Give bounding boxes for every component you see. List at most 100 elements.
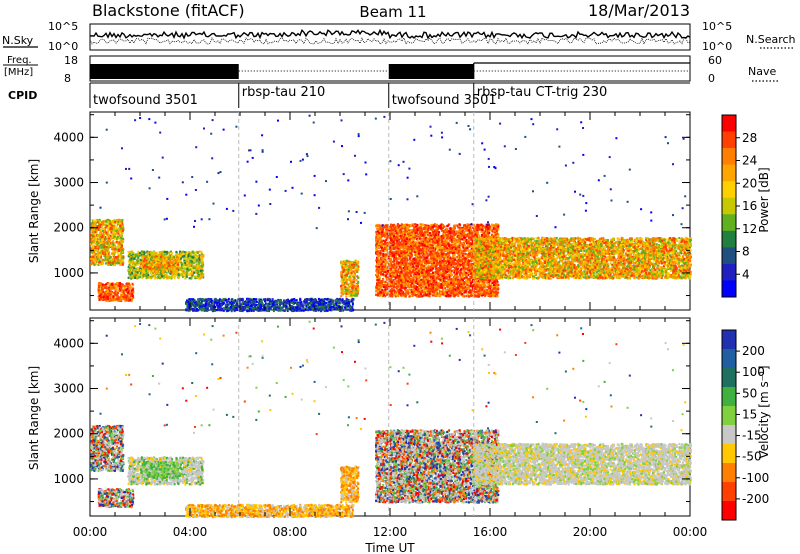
power-cell <box>197 303 200 306</box>
power-cell <box>150 268 153 271</box>
power-cell <box>326 309 329 312</box>
power-cell <box>252 303 255 306</box>
power-cell <box>110 283 113 286</box>
power-cell <box>93 219 96 222</box>
power-cell <box>302 307 305 310</box>
power-cell <box>300 301 303 304</box>
power-cell <box>202 303 205 306</box>
power-cell <box>318 300 321 303</box>
power-cell <box>105 226 108 229</box>
power-cell <box>110 299 113 302</box>
power-cell <box>355 289 358 292</box>
power-cell <box>181 264 183 268</box>
power-cell <box>123 284 126 288</box>
power-cell <box>100 291 103 295</box>
power-cell <box>197 309 200 312</box>
power-cell <box>310 302 312 305</box>
power-cell <box>164 274 167 278</box>
power-cell <box>104 252 107 255</box>
power-cell <box>198 305 200 308</box>
power-cell <box>308 298 310 301</box>
power-cell <box>128 271 131 274</box>
power-cell <box>298 300 301 304</box>
power-cell <box>355 283 358 286</box>
power-cell <box>282 309 285 312</box>
power-cell <box>266 303 269 306</box>
power-cell <box>170 256 173 260</box>
power-cell <box>197 299 200 302</box>
power-cell <box>195 256 198 259</box>
power-cell <box>225 299 228 302</box>
power-cell <box>183 257 186 260</box>
power-cell <box>117 220 120 224</box>
power-cell <box>158 262 161 265</box>
power-cell <box>190 277 193 280</box>
power-cell <box>120 241 123 244</box>
power-cell <box>108 237 111 240</box>
power-cell <box>116 224 119 227</box>
power-cell <box>146 250 149 253</box>
power-cell <box>311 300 314 304</box>
power-cell <box>113 228 115 231</box>
power-cell <box>198 306 201 309</box>
power-cell <box>263 308 266 311</box>
power-cell <box>181 266 184 269</box>
power-cell <box>110 221 113 224</box>
power-cell <box>302 305 305 308</box>
power-cell <box>118 244 121 247</box>
nsky-tick-high: 10^5 <box>48 20 78 33</box>
power-cell <box>258 303 261 307</box>
power-cell <box>340 292 343 295</box>
power-cell <box>204 299 207 302</box>
power-cell <box>109 259 112 262</box>
power-scatter <box>90 114 692 313</box>
power-cell <box>137 262 140 265</box>
power-cell <box>199 277 202 280</box>
power-cell <box>342 284 345 287</box>
beam-title: Beam 11 <box>359 3 426 21</box>
power-cell <box>101 239 104 242</box>
power-cell <box>183 259 186 262</box>
power-cell <box>344 272 347 275</box>
power-cell <box>124 288 126 291</box>
power-cell <box>184 257 187 260</box>
power-cell <box>320 310 323 313</box>
power-cell <box>110 237 113 240</box>
power-cell <box>348 265 351 268</box>
power-cell <box>106 297 109 300</box>
power-cell <box>218 299 221 302</box>
power-cell <box>106 291 109 294</box>
power-cell <box>187 254 190 257</box>
power-cell <box>161 259 164 262</box>
power-cell <box>341 300 344 303</box>
power-cell <box>118 234 121 237</box>
power-cell <box>136 252 139 255</box>
power-cell <box>90 224 93 227</box>
power-cell <box>266 309 269 312</box>
power-cell <box>101 234 104 237</box>
power-cell <box>90 241 93 244</box>
power-cell <box>99 226 101 229</box>
power-cell <box>116 246 119 249</box>
power-cell <box>165 255 168 258</box>
power-cell <box>348 277 351 280</box>
power-cell <box>129 265 132 268</box>
power-cell <box>170 250 172 253</box>
power-cell <box>133 275 136 278</box>
power-cell <box>169 276 172 279</box>
power-cell <box>222 298 225 301</box>
power-cell <box>269 308 272 311</box>
power-cell <box>212 301 215 304</box>
power-cell <box>230 298 233 301</box>
power-cell <box>118 285 121 288</box>
power-cell <box>114 290 117 293</box>
power-cell <box>266 299 269 302</box>
power-cell <box>345 279 348 282</box>
power-cell <box>161 271 164 274</box>
power-cell <box>320 298 323 301</box>
power-cell <box>191 301 194 304</box>
power-cell <box>180 257 183 260</box>
power-cell <box>160 272 163 275</box>
power-cell <box>194 264 197 268</box>
power-cell <box>121 229 124 233</box>
